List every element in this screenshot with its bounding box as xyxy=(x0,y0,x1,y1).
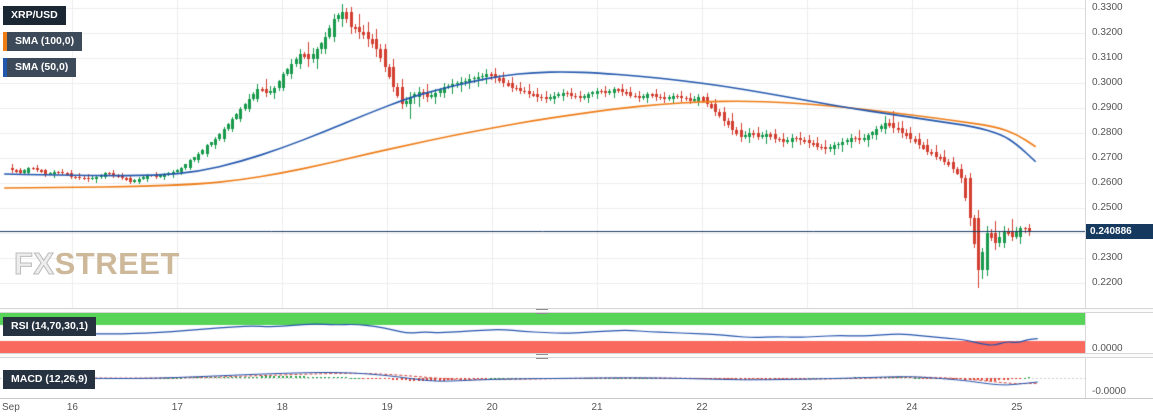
sma100-label: SMA (100,0) xyxy=(15,35,75,47)
price-tick-label: 0.2700 xyxy=(1092,152,1123,163)
macd-axis-value: -0.0000 xyxy=(1092,386,1126,397)
price-tick-label: 0.2800 xyxy=(1092,127,1123,138)
time-tick-label: 23 xyxy=(801,402,813,413)
panel-resize-handle-macd[interactable] xyxy=(0,353,1153,359)
time-tick-label: Sep xyxy=(2,402,20,413)
price-tick-label: 0.2500 xyxy=(1092,202,1123,213)
price-tick-label: 0.2600 xyxy=(1092,177,1123,188)
macd-legend[interactable]: MACD (12,26,9) xyxy=(3,370,96,389)
macd-panel[interactable]: MACD (12,26,9) xyxy=(0,358,1085,398)
price-tick-label: 0.3300 xyxy=(1092,1,1123,13)
time-tick-label: 20 xyxy=(486,402,498,413)
current-price-badge: 0.240886 xyxy=(1086,223,1153,239)
time-tick-label: 24 xyxy=(906,402,918,413)
rsi-legend[interactable]: RSI (14,70,30,1) xyxy=(3,317,97,336)
panel-resize-handle-rsi[interactable] xyxy=(0,308,1153,314)
time-tick-label: 16 xyxy=(66,402,78,413)
price-tick-label: 0.3000 xyxy=(1092,77,1123,88)
price-tick-label: 0.2200 xyxy=(1092,277,1123,288)
symbol-label: XRP/USD xyxy=(11,9,58,21)
time-tick-label: 18 xyxy=(276,402,288,413)
rsi-panel[interactable]: RSI (14,70,30,1) xyxy=(0,313,1085,353)
sma50-label: SMA (50,0) xyxy=(15,61,69,73)
fxstreet-watermark: FXSTREET xyxy=(14,246,180,282)
price-tick-label: 0.3200 xyxy=(1092,27,1123,38)
sma50-color-strip xyxy=(3,58,7,77)
drag-grip-icon xyxy=(536,309,548,314)
price-tick-label: 0.2300 xyxy=(1092,252,1123,263)
rsi-chart-canvas[interactable] xyxy=(0,313,1085,353)
rsi-axis-value: 0.0000 xyxy=(1092,343,1123,354)
watermark-street-text: STREET xyxy=(54,246,180,281)
price-chart-canvas[interactable] xyxy=(0,0,1085,308)
macd-label: MACD (12,26,9) xyxy=(11,373,88,385)
price-panel[interactable]: XRP/USD SMA (100,0) SMA (50,0) FXSTREET xyxy=(0,0,1085,308)
drag-grip-icon xyxy=(536,354,548,359)
time-tick-label: 17 xyxy=(171,402,183,413)
price-axis[interactable]: 0.240886 0.0000 -0.0000 0.3300 0.3200 0.31… xyxy=(1085,0,1153,398)
time-tick-label: 22 xyxy=(696,402,708,413)
price-tick-label: 0.3100 xyxy=(1092,52,1123,63)
price-tick-label: 0.2900 xyxy=(1092,102,1123,113)
sma100-legend[interactable]: SMA (100,0) xyxy=(3,32,83,51)
time-tick-label: 19 xyxy=(381,402,393,413)
rsi-label: RSI (14,70,30,1) xyxy=(11,320,89,332)
macd-chart-canvas[interactable] xyxy=(0,358,1085,398)
time-tick-label: 21 xyxy=(591,402,603,413)
time-tick-label: 25 xyxy=(1011,402,1023,413)
sma50-legend[interactable]: SMA (50,0) xyxy=(3,58,77,77)
symbol-badge[interactable]: XRP/USD xyxy=(3,6,66,25)
watermark-fx-text: FX xyxy=(14,246,55,282)
sma100-color-strip xyxy=(3,32,7,51)
time-axis[interactable]: Sep 16 17 18 19 20 21 22 23 24 25 xyxy=(0,398,1153,416)
